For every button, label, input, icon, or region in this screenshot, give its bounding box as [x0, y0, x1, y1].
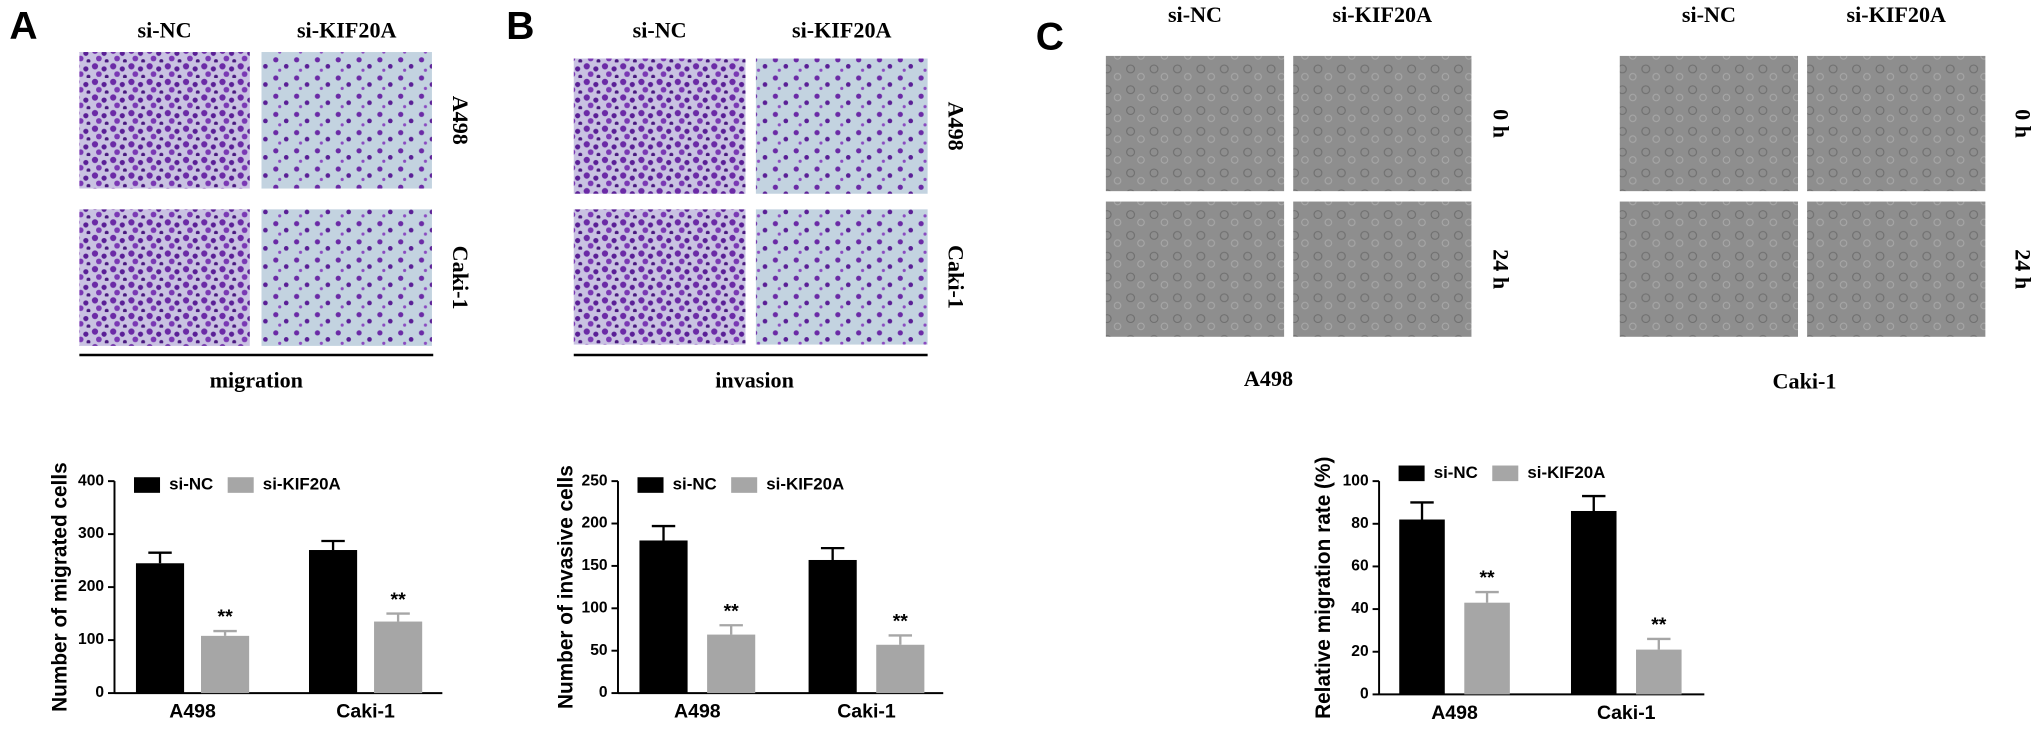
- y-tick-label: 100: [78, 631, 104, 648]
- row-label: 0 h: [2010, 109, 2035, 138]
- column-label: si-KIF20A: [297, 18, 397, 43]
- significance: **: [893, 611, 909, 633]
- panel-caption: migration: [210, 367, 303, 392]
- significance: **: [391, 589, 407, 611]
- x-tick-label: A498: [674, 701, 721, 723]
- micrograph: [1807, 55, 1986, 192]
- column-label: si-KIF20A: [1846, 2, 1946, 27]
- x-tick-label: Caki-1: [837, 701, 896, 723]
- significance: **: [217, 606, 233, 628]
- bar: [1399, 519, 1445, 695]
- panel-caption: Caki-1: [1773, 369, 1837, 394]
- micrograph: [1293, 201, 1472, 337]
- micrograph: [261, 209, 432, 346]
- micrograph: [79, 52, 250, 189]
- column-label: si-KIF20A: [792, 18, 892, 43]
- significance: **: [1479, 567, 1495, 589]
- legend-label: si-KIF20A: [1527, 463, 1605, 482]
- bar: [135, 563, 185, 694]
- y-tick-label: 100: [1343, 472, 1369, 489]
- panel-caption: invasion: [715, 367, 794, 392]
- panel-caption: A498: [1244, 366, 1293, 391]
- legend-swatch: [227, 477, 254, 493]
- x-tick-label: A498: [169, 701, 216, 723]
- legend-swatch: [1492, 465, 1519, 482]
- column-label: si-NC: [138, 18, 192, 43]
- y-axis-label: Relative migration rate (%): [1312, 457, 1335, 719]
- column-label: si-KIF20A: [1333, 2, 1433, 27]
- y-tick-label: 100: [582, 599, 608, 616]
- y-tick-label: 200: [582, 515, 608, 532]
- y-tick-label: 0: [1360, 686, 1369, 703]
- x-tick-label: Caki-1: [1597, 702, 1656, 724]
- micrograph: [261, 52, 432, 189]
- panel-letter: C: [1036, 15, 1064, 58]
- micrograph: [573, 209, 746, 345]
- micrograph: [1807, 201, 1986, 337]
- y-axis-label: Number of invasive cells: [555, 465, 578, 709]
- y-tick-label: 150: [582, 557, 608, 574]
- row-label: Caki-1: [944, 245, 969, 309]
- y-tick-label: 80: [1351, 515, 1369, 532]
- column-label: si-NC: [633, 18, 687, 43]
- legend-label: si-NC: [1434, 463, 1478, 482]
- y-tick-label: 0: [95, 684, 104, 701]
- column-label: si-NC: [1168, 2, 1222, 27]
- bar: [308, 550, 358, 694]
- bar: [201, 635, 250, 694]
- y-tick-label: 300: [78, 525, 104, 542]
- micrograph: [1105, 201, 1285, 337]
- bar: [707, 634, 756, 694]
- y-tick-label: 20: [1351, 643, 1369, 660]
- legend-label: si-KIF20A: [766, 475, 844, 494]
- panel-letter: A: [9, 5, 37, 48]
- legend-label: si-KIF20A: [263, 475, 341, 494]
- micrograph: [1619, 55, 1799, 192]
- y-tick-label: 250: [582, 472, 608, 489]
- row-label: 0 h: [1489, 109, 1514, 138]
- legend-swatch: [731, 477, 758, 493]
- y-axis-label: Number of migrated cells: [49, 462, 72, 712]
- micrograph: [573, 58, 746, 194]
- legend-swatch: [134, 477, 161, 493]
- y-tick-label: 0: [599, 684, 608, 701]
- y-tick-label: 40: [1351, 600, 1369, 617]
- column-label: si-NC: [1682, 2, 1736, 27]
- y-tick-label: 200: [78, 578, 104, 595]
- y-tick-label: 60: [1351, 558, 1369, 575]
- row-label: A498: [944, 102, 969, 151]
- micrograph: [79, 209, 250, 346]
- row-label: Caki-1: [448, 246, 473, 310]
- panel-letter: B: [506, 5, 534, 48]
- micrograph: [1105, 55, 1285, 192]
- legend-swatch: [1398, 465, 1425, 482]
- legend-swatch: [637, 477, 664, 493]
- bar: [876, 644, 925, 694]
- significance: **: [724, 600, 740, 622]
- bar: [1464, 602, 1510, 695]
- bar: [808, 559, 857, 694]
- legend-label: si-NC: [673, 475, 717, 494]
- row-label: A498: [448, 96, 473, 145]
- y-tick-label: 400: [78, 472, 104, 489]
- y-tick-label: 50: [590, 642, 608, 659]
- bar: [374, 621, 423, 694]
- micrograph: [755, 209, 928, 345]
- row-label: 24 h: [2010, 249, 2035, 289]
- significance: **: [1651, 614, 1667, 636]
- legend-label: si-NC: [169, 475, 213, 494]
- row-label: 24 h: [1489, 249, 1514, 289]
- micrograph: [755, 58, 928, 194]
- bar: [639, 540, 688, 694]
- micrograph: [1293, 55, 1472, 192]
- x-tick-label: A498: [1431, 702, 1478, 724]
- bar: [1636, 649, 1682, 695]
- micrograph: [1619, 201, 1799, 337]
- bar: [1570, 510, 1617, 695]
- x-tick-label: Caki-1: [336, 701, 395, 723]
